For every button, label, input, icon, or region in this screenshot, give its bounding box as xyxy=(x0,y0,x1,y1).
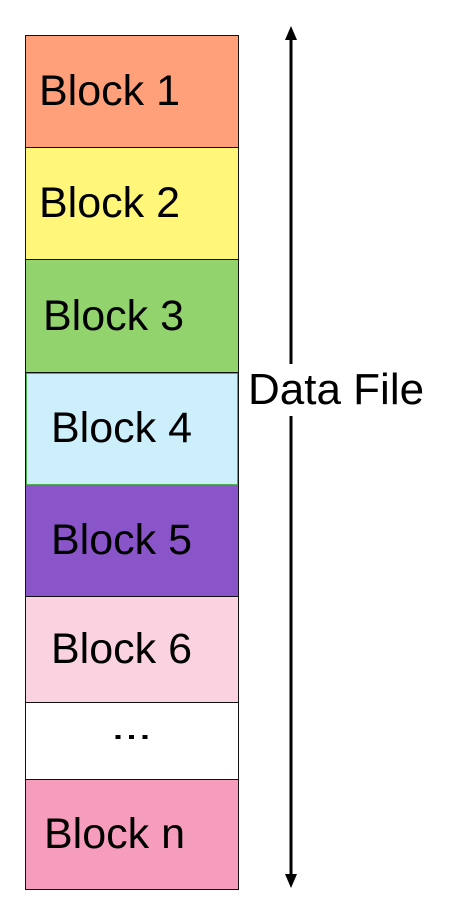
block-4: Block 4 xyxy=(26,373,238,485)
block-6: Block 6 xyxy=(26,597,238,703)
vertical-ellipsis-icon: ⋮ xyxy=(110,717,154,757)
double-headed-vertical-arrow-icon xyxy=(285,26,297,888)
block-6-label: Block 6 xyxy=(51,625,193,673)
data-file-label: Data File xyxy=(248,364,425,416)
block-n: Block n xyxy=(26,780,238,889)
data-file-block-stack: Block 1 Block 2 Block 3 Block 4 Block 5 … xyxy=(25,35,239,890)
block-3-label: Block 3 xyxy=(43,291,185,340)
block-2-label: Block 2 xyxy=(39,179,181,227)
block-5: Block 5 xyxy=(26,485,238,597)
block-4-label: Block 4 xyxy=(51,404,193,452)
block-2: Block 2 xyxy=(26,148,238,260)
ellipsis-block: ⋮ xyxy=(26,703,238,780)
block-1: Block 1 xyxy=(26,36,238,148)
block-5-label: Block 5 xyxy=(51,516,193,564)
block-1-label: Block 1 xyxy=(39,67,181,115)
block-3: Block 3 xyxy=(26,260,238,373)
block-n-label: Block n xyxy=(44,810,186,858)
